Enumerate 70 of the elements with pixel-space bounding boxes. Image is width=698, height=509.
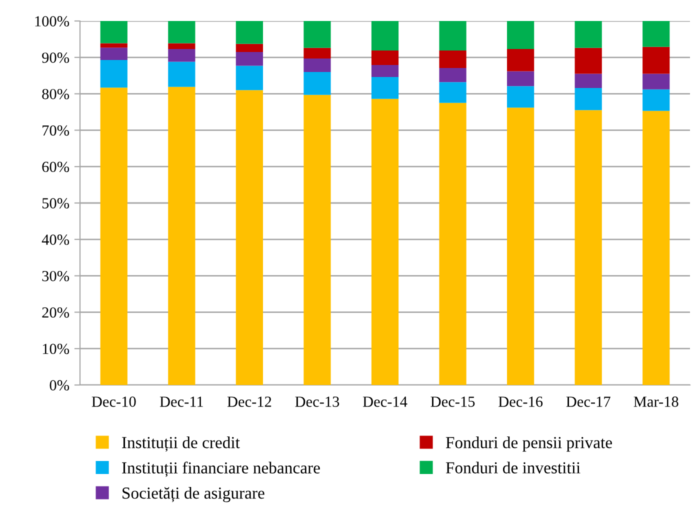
bar	[574, 88, 602, 110]
x-tick-label: Dec-14	[362, 396, 408, 407]
y-tick-label: 30%	[42, 270, 70, 282]
bar	[642, 21, 670, 47]
bar	[439, 102, 466, 385]
bar	[507, 21, 534, 50]
bar	[439, 68, 466, 82]
bar	[371, 21, 399, 50]
bar	[642, 46, 670, 74]
bar	[236, 44, 263, 52]
bar	[439, 82, 466, 103]
x-tick-label: Dec-13	[295, 396, 340, 407]
bar	[439, 21, 466, 50]
bar	[507, 86, 534, 108]
bar	[574, 110, 602, 385]
bar	[100, 48, 128, 60]
bar	[100, 60, 128, 88]
bar	[236, 66, 263, 90]
bar	[168, 86, 196, 385]
y-tick-label: 10%	[42, 344, 70, 354]
bar	[439, 50, 466, 68]
bar	[100, 88, 128, 385]
bar	[236, 21, 263, 44]
bar	[642, 74, 670, 90]
y-tick-label: 20%	[42, 307, 70, 318]
bar	[100, 21, 128, 44]
bar	[304, 21, 331, 48]
bar	[507, 108, 534, 385]
bar	[371, 98, 399, 385]
bar	[168, 21, 196, 44]
y-tick-label: 60%	[42, 162, 70, 172]
bar	[304, 58, 331, 72]
x-tick-label: Dec-16	[498, 396, 543, 407]
bar	[507, 71, 534, 86]
bar	[236, 90, 263, 385]
x-tick-label: Mar-18	[634, 396, 678, 407]
y-tick-label: 100%	[35, 16, 70, 26]
bar	[642, 89, 670, 111]
y-tick-label: 50%	[42, 198, 70, 208]
x-tick-label: Dec-10	[92, 396, 136, 407]
bar	[574, 21, 602, 48]
legend-label: Fonduri de pensii private	[446, 436, 612, 452]
bar	[574, 48, 602, 74]
x-tick-label: Dec-12	[227, 396, 272, 407]
bar	[304, 48, 331, 58]
bar	[236, 52, 263, 66]
x-tick-label: Dec-17	[566, 396, 610, 407]
bar	[642, 110, 670, 385]
bar	[100, 43, 128, 48]
y-tick-label: 90%	[42, 52, 70, 63]
legend-label: Instituții de credit	[122, 436, 240, 452]
y-tick-label: 80%	[42, 88, 70, 100]
bar	[574, 74, 602, 88]
bar	[371, 50, 399, 66]
x-tick-label: Dec-15	[430, 396, 475, 407]
legend-label: Societăți de asigurare	[122, 487, 264, 502]
bar	[371, 77, 399, 99]
y-tick-label: 40%	[42, 234, 70, 245]
x-tick-label: Dec-11	[160, 396, 203, 407]
bar	[304, 72, 331, 95]
bar	[168, 49, 196, 62]
bar	[168, 62, 196, 87]
y-tick-label: 0%	[50, 380, 70, 390]
bar	[371, 65, 399, 78]
bar	[168, 43, 196, 50]
bar	[507, 49, 534, 72]
legend-label: Fonduri de investitii	[446, 462, 580, 474]
y-tick-label: 70%	[42, 125, 70, 136]
bar	[304, 94, 331, 385]
legend-label: Instituții financiare nebancare	[122, 462, 320, 477]
